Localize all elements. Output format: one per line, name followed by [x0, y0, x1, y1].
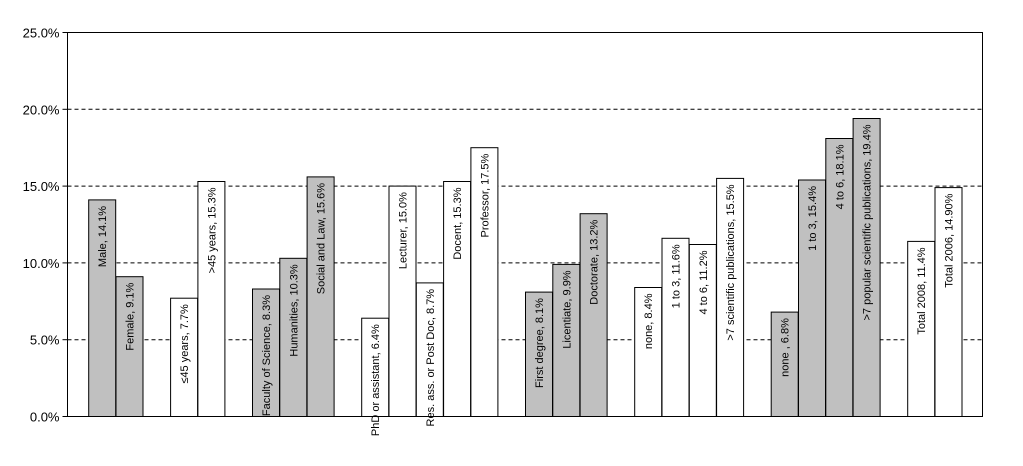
bar [115, 276, 144, 418]
bar-data-label: Total 2006, 14.90% [944, 193, 956, 287]
bar [825, 138, 854, 417]
bar [388, 185, 417, 417]
bar-data-label: Doctorate, 13.2% [589, 219, 601, 304]
bar-data-label: none , 6.8% [780, 318, 792, 377]
bar-data-label: Licentiate, 9.9% [561, 270, 573, 348]
bar [798, 179, 826, 417]
bar-data-label: Total 2008, 11.4% [916, 247, 928, 334]
y-tick-label: 20.0% [23, 102, 60, 117]
bar [552, 263, 581, 417]
bar [443, 181, 472, 417]
bar-data-label: Social and Law, 15.6% [316, 183, 328, 295]
y-tick-label: 15.0% [23, 179, 60, 194]
bar [361, 317, 390, 418]
bar-data-label: >45 years, 15.3% [206, 187, 218, 273]
y-axis-ticks: 0.0% 5.0% 10.0% 15.0% 20.0% 25.0% [23, 26, 68, 425]
bar-data-label: 1 to 3, 11.6% [671, 244, 683, 308]
bar [934, 187, 963, 417]
bar-data-label: none, 8.4% [643, 293, 655, 349]
bars [88, 118, 963, 418]
y-tick-label: 10.0% [23, 256, 60, 271]
bar [770, 311, 799, 418]
bar [661, 237, 690, 417]
bar [852, 118, 881, 417]
bar-data-label: Male, 14.1% [97, 206, 109, 267]
bar [688, 244, 717, 417]
bar [634, 287, 663, 417]
y-tick-label: 25.0% [23, 26, 60, 41]
bar-data-label: Female, 9.1% [125, 282, 137, 350]
bar-data-label: Faculty of Science, 8.3% [261, 295, 273, 416]
bar-data-label: First degree, 8.1% [534, 298, 546, 388]
bar-data-label: Docent, 15.3% [452, 187, 464, 259]
bar [525, 291, 553, 418]
bar-data-label: ≤45 years, 7.7% [179, 304, 191, 384]
y-tick-label: 5.0% [30, 333, 60, 348]
bar-data-label: Res. ass. or Post Doc, 8.7% [425, 289, 437, 427]
bar [579, 213, 608, 417]
bar-data-label: 4 to 6, 18.1% [834, 144, 846, 209]
bar-data-label: Professor, 17.5% [479, 153, 491, 237]
plot-area-frame [67, 32, 983, 417]
bar-data-label: 1 to 3, 15.4% [807, 186, 819, 251]
bar-data-label: >7 scientific publications, 15.5% [725, 184, 737, 340]
bar [470, 147, 499, 417]
bar-data-label: 4 to 6, 11.2% [698, 250, 710, 314]
bar-data-label: Lecturer, 15.0% [398, 192, 410, 269]
bar [88, 199, 117, 417]
y-tick-label: 0.0% [30, 410, 60, 425]
bar-data-label: >7 popular scientific publications, 19.4… [862, 124, 874, 320]
bar [907, 240, 936, 417]
bar-data-label: Humanities, 10.3% [288, 264, 300, 357]
bar [306, 176, 335, 417]
bar [716, 177, 745, 417]
bar-data-label: PhD or assistant, 6.4% [370, 324, 382, 436]
bar-labels: Male, 14.1% Female, 9.1% ≤45 years, 7.7% >4… [97, 124, 955, 436]
